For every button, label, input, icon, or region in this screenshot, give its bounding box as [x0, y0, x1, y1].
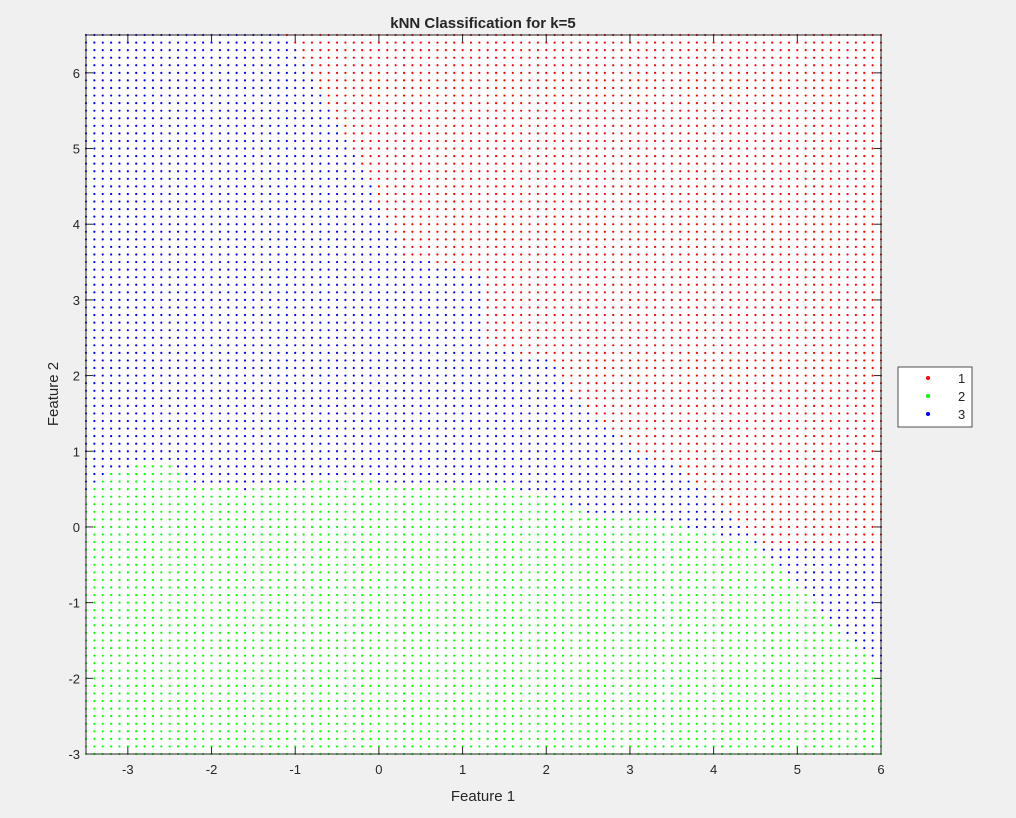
y-tick-label: 6 [73, 66, 80, 81]
class-3-points [84, 33, 883, 672]
x-axis-label: Feature 1 [451, 788, 515, 805]
y-tick-label: 3 [73, 293, 80, 308]
legend: 1 2 3 [897, 366, 973, 428]
x-tick-label: 0 [375, 762, 382, 777]
x-tick-label: -1 [289, 762, 301, 777]
x-tick-label: 3 [626, 762, 633, 777]
legend-label-2: 2 [958, 389, 965, 404]
x-tick-label: 5 [794, 762, 801, 777]
y-axis-label: Feature 2 [45, 362, 62, 426]
legend-label-3: 3 [958, 407, 965, 422]
legend-label-1: 1 [958, 371, 965, 386]
scatter-points [84, 33, 883, 756]
plot-frame [85, 34, 882, 755]
class-2-points [84, 465, 883, 756]
legend-marker-3 [926, 412, 930, 416]
y-axis-ticks: -3 -2 -1 0 1 2 3 4 5 6 [68, 66, 881, 762]
y-tick-label: 5 [73, 142, 80, 157]
y-tick-label: 1 [73, 444, 80, 459]
legend-box [897, 366, 973, 428]
x-tick-label: -2 [206, 762, 218, 777]
x-tick-label: -3 [122, 762, 134, 777]
y-tick-label: -1 [68, 596, 80, 611]
y-tick-label: -3 [68, 747, 80, 762]
x-tick-label: 1 [459, 762, 466, 777]
y-tick-label: 4 [73, 217, 80, 232]
y-tick-label: -2 [68, 671, 80, 686]
x-axis-ticks: -3 -2 -1 0 1 2 3 4 5 6 [122, 35, 885, 777]
x-tick-label: 2 [543, 762, 550, 777]
legend-marker-2 [926, 394, 930, 398]
chart-title: kNN Classification for k=5 [390, 15, 575, 32]
x-tick-label: 4 [710, 762, 717, 777]
y-tick-label: 0 [73, 520, 80, 535]
y-tick-label: 2 [73, 369, 80, 384]
x-tick-label: 6 [877, 762, 884, 777]
plot-area [86, 35, 881, 754]
legend-marker-1 [926, 376, 930, 380]
